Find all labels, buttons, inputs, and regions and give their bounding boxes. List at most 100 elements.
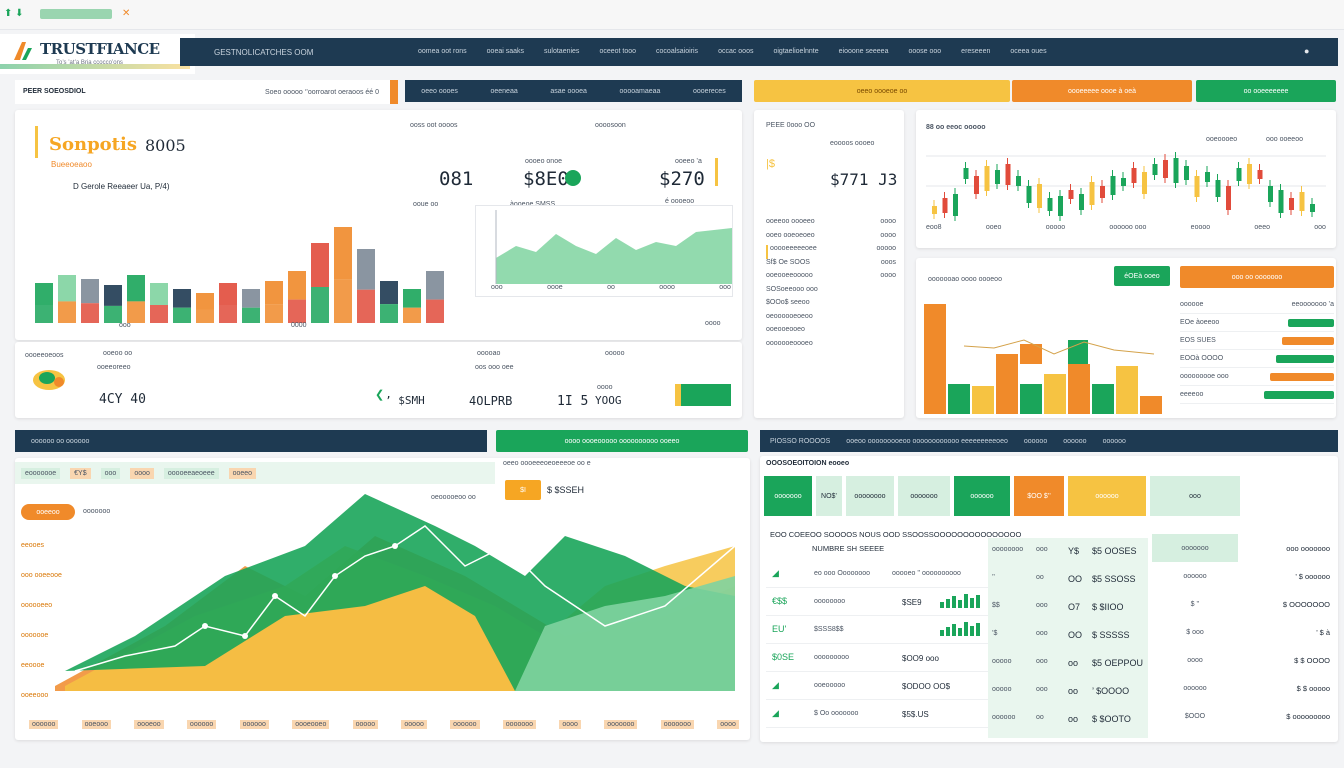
panel2-row[interactable]: SOSoeeooo ooo [766, 286, 896, 300]
panel3-chip-3[interactable]: oooo [130, 467, 154, 479]
panel4-col4-cell[interactable]: $ ooooooooo [1286, 711, 1330, 721]
nav-item-0[interactable]: oomea oot rons [418, 48, 467, 55]
panel2-row[interactable]: ooeooeooeo [766, 326, 896, 340]
panel2-side-row[interactable]: oooooe eeooooooo ’a [1180, 296, 1334, 314]
kpi3-bar [715, 158, 718, 186]
panel4-chip-6[interactable]: oooooo [1068, 476, 1146, 516]
panel3-badge-1[interactable]: ooeeoo [21, 504, 75, 520]
mountain-point-3 [332, 573, 338, 579]
panel4-tab-4[interactable]: oooooo [1102, 437, 1126, 445]
panel4-col4-cell[interactable]: $ OOOOOOO [1282, 599, 1330, 609]
bars-badge[interactable]: éOEà ooeo [1114, 266, 1170, 286]
panel3-chip-5[interactable]: ooeeo [228, 467, 257, 479]
panel4-col3-cell[interactable]: $ ooo [1186, 628, 1204, 636]
panel4-col2-row[interactable]: ooooo ooo oo’ $OOOO [988, 678, 1148, 706]
nav-dot-icon[interactable]: ● [1304, 46, 1310, 56]
panel4-chip-5[interactable]: $OO $’’ [1014, 476, 1064, 516]
panel4-chip-7[interactable]: ooo [1150, 476, 1240, 516]
panel4-col2-row[interactable]: ooooo ooo oo $5 OEPPOU [988, 650, 1148, 678]
tab-icons[interactable]: ⬆ ⬇ [4, 8, 24, 19]
panel4-row[interactable]: ◢ ooeooooo $ODOO OO$ [766, 672, 988, 700]
panel2-row[interactable]: ooeo ooeoeoeo oooo [766, 232, 896, 246]
panel4-chip-2[interactable]: oooooooo [846, 476, 894, 516]
panel2-row[interactable]: $OOo$ seeoo [766, 299, 896, 313]
panel4-col2-row[interactable]: ’$ ooo OO $ SSSSS [988, 622, 1148, 650]
panel1-tab-3[interactable]: ooooamaeaa [619, 87, 661, 95]
panel2-side-row[interactable]: EOS SUES [1180, 332, 1334, 350]
panel3-chip-4[interactable]: ooooeeaeoeee [163, 467, 219, 479]
panel2-side-row[interactable]: ooooooooe ooo [1180, 368, 1334, 386]
panel2-row[interactable]: ooeeoo oooeeo oooo [766, 218, 896, 232]
panel4-col4-cell[interactable]: ’ $ oooooo [1295, 571, 1330, 581]
nav-item-8[interactable]: ooose ooo [908, 48, 942, 55]
panel4-row[interactable]: ◢ eo ooo Oooooooo ooooeo ’’ oooooooooo [766, 560, 988, 588]
kpi-sub2: àooeoe SMSS [510, 201, 555, 208]
panel2-side-row[interactable]: EOe àoeeoo [1180, 314, 1334, 332]
panel4-chip-0[interactable]: ooooooo [764, 476, 812, 516]
panel4-col4-cell[interactable]: $ $ OOOO [1294, 655, 1330, 665]
panel4-col3-cell[interactable]: ooooooo [1152, 534, 1238, 562]
panel2-tab-2[interactable]: oooeeeee oooe à oeà [1012, 80, 1192, 102]
panel4-col2-row[interactable]: ’’ oo OO $5 SSOSS [988, 566, 1148, 594]
panel1-tab-2[interactable]: asae oooea [550, 87, 587, 95]
panel4-tab-1[interactable]: ooeoo ooooooooeoo oooooooooooo eeeeeeeee… [846, 437, 1008, 445]
panel3-badge-2: ooooooo [83, 508, 111, 515]
panel3-tab-1[interactable]: oooooo oo oooooo [15, 430, 487, 452]
nav-item-6[interactable]: oigtaelioelnnte [773, 48, 819, 55]
panel1-tab-4[interactable]: oooereces [693, 87, 726, 95]
panel2-row[interactable]: ooeooeeooooo oooo [766, 272, 896, 286]
footer-card3-label: ooooo [605, 350, 625, 357]
panel4-chip-1[interactable]: NO$’ [816, 476, 842, 516]
panel3-tab-2[interactable]: oooo oooeooooo oooooooooo ooeeo [496, 430, 748, 452]
nav-item-5[interactable]: occac ooos [718, 48, 754, 55]
panel2-row[interactable]: Sf$ Oe SOOS ooos [766, 259, 896, 273]
panel4-col3-cell[interactable]: oooo [1187, 656, 1203, 664]
panel4-col3-cell[interactable]: $OOO [1184, 712, 1206, 720]
nav-item-10[interactable]: oceea oues [1010, 48, 1047, 55]
panel2-side-row[interactable]: eeeeoo [1180, 386, 1334, 404]
panel3-chip-2[interactable]: ooo [100, 467, 121, 479]
tab-close-icon[interactable]: ✕ [122, 8, 131, 19]
nav-item-1[interactable]: ooeai saaks [486, 48, 525, 55]
panel4-col2-row[interactable]: $$ ooo O7 $ $IIOO [988, 594, 1148, 622]
panel4-tab-3[interactable]: oooooo [1063, 437, 1087, 445]
footer-left-icon[interactable] [31, 366, 71, 394]
panel4-col3-cell[interactable]: oooooo [1183, 684, 1207, 692]
nav-item-4[interactable]: cocoalsaioiris [656, 48, 699, 55]
panel1-tab-1[interactable]: oeeneaa [490, 87, 518, 95]
nav-item-3[interactable]: oceeot tooo [599, 48, 637, 55]
panel4-chip-4[interactable]: oooooo [954, 476, 1010, 516]
panel2-tab-3[interactable]: oo ooeeeeeee [1196, 80, 1336, 102]
nav-item-9[interactable]: ereseeen [961, 48, 991, 55]
panel4-chip-3[interactable]: ooooooo [898, 476, 950, 516]
panel3-axis: oooooo ooeooo oooeoo oooooo oooooo oooeooeo oo… [29, 720, 739, 729]
panel2-row[interactable]: oeoooooeoeoo [766, 313, 896, 327]
panel4-row[interactable]: €$$ oooooooo $SE9 [766, 588, 988, 616]
panel4-col3-cell[interactable]: oooooo [1183, 572, 1207, 580]
panel2-row[interactable]: ooooooeoooeo [766, 340, 896, 354]
panel4-tab-0[interactable]: PIOSSO ROOOOS [770, 437, 831, 445]
panel1-tab-0[interactable]: oeeo oooes [421, 87, 458, 95]
panel2-side-row[interactable]: EOOà OOOO [1180, 350, 1334, 368]
bars-title: ooooooao oooo oooeoo [928, 276, 1002, 283]
panel3-chip-1[interactable]: €Y$ [70, 467, 91, 479]
panel2-tab-1[interactable]: oeeo oooeoe oo [754, 80, 1010, 102]
tab-title-bar[interactable] [40, 9, 112, 19]
panel2-row[interactable]: ooooeeeeeoee ooooo [766, 245, 896, 259]
mountain-green-light [515, 576, 735, 691]
panel4-col2-row[interactable]: oooooo oo oo $ $OOTO [988, 706, 1148, 734]
panel4-col4-cell[interactable]: ooo ooooooo [1286, 543, 1330, 553]
panel3-chip-0[interactable]: eooooooe [21, 467, 61, 479]
nav-item-2[interactable]: sulotaenies [544, 48, 580, 55]
panel4-col4-cell[interactable]: ’ $ à [1316, 627, 1330, 637]
panel4-col3-cell[interactable]: $ ’’ [1190, 600, 1200, 608]
panel4-row[interactable]: EU' $SSS8$$ [766, 616, 988, 644]
panel4-row[interactable]: ◢ $ Oo ooooooo $5$.US [766, 700, 988, 728]
panel4-tab-2[interactable]: oooooo [1023, 437, 1048, 445]
nav-item-7[interactable]: eiooone seeeea [838, 48, 889, 55]
panel4-col2-row[interactable]: oooooooo ooo Y$ $5 OOSES [988, 538, 1148, 566]
panel4-row[interactable]: $0SE ooooooooo $OO9 ooo [766, 644, 988, 672]
brand-name[interactable]: TRUSTFIANCE [40, 40, 160, 58]
panel4-col4-cell[interactable]: $ $ ooooo [1296, 683, 1330, 693]
side-header[interactable]: ooo oo ooooooo [1180, 266, 1334, 288]
